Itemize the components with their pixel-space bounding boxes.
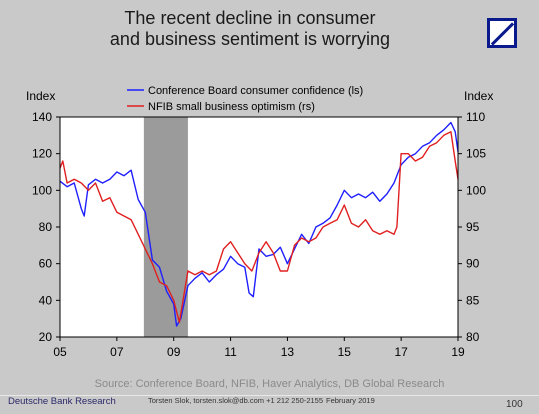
x-tick-label: 19 xyxy=(451,345,465,359)
chart-title: The recent decline in consumer and busin… xyxy=(40,8,460,50)
x-tick-label: 11 xyxy=(224,345,237,359)
deutsche-bank-logo xyxy=(487,18,517,48)
right-tick-label: 80 xyxy=(466,330,480,344)
series-line-small-business-optimism xyxy=(59,130,459,323)
right-tick-label: 100 xyxy=(466,183,486,197)
right-tick-label: 85 xyxy=(466,293,480,307)
right-tick-label: 95 xyxy=(466,220,480,234)
x-axis-ticks: 05 07 09 11 13 15 17 19 xyxy=(53,337,465,359)
footer-contact: Torsten Slok, torsten.slok@db.com +1 212… xyxy=(148,396,324,405)
right-axis-label: Index xyxy=(464,89,493,103)
left-tick-label: 40 xyxy=(39,293,53,307)
left-axis-ticks: 20 40 60 80 100 120 140 xyxy=(32,110,60,344)
x-tick-label: 09 xyxy=(167,345,181,359)
recession-shading xyxy=(143,117,188,337)
left-tick-label: 20 xyxy=(39,330,53,344)
series-line-consumer-confidence xyxy=(59,121,459,327)
legend: Conference Board consumer confidence (ls… xyxy=(127,85,363,113)
plot-area xyxy=(60,117,458,337)
right-tick-label: 110 xyxy=(466,110,485,124)
left-tick-label: 100 xyxy=(32,183,52,197)
series-lines xyxy=(59,121,459,327)
left-tick-label: 120 xyxy=(32,147,52,161)
left-tick-label: 60 xyxy=(39,257,53,271)
title-line-2: and business sentiment is worrying xyxy=(109,29,391,49)
legend-label-consumer-confidence: Conference Board consumer confidence (ls… xyxy=(148,85,363,97)
x-tick-label: 13 xyxy=(281,345,295,359)
page-number: 100 xyxy=(506,399,523,410)
left-tick-label: 140 xyxy=(32,110,52,124)
legend-label-small-business-optimism: NFIB small business optimism (rs) xyxy=(148,101,315,113)
footer-organization: Deutsche Bank Research xyxy=(8,396,116,407)
title-line-1: The recent decline in consumer xyxy=(124,8,376,28)
footer-date: February 2019 xyxy=(326,396,375,405)
x-tick-label: 17 xyxy=(394,345,408,359)
right-tick-label: 90 xyxy=(466,257,480,271)
left-axis-label: Index xyxy=(26,89,55,103)
right-axis-ticks: 80 85 90 95 100 105 110 xyxy=(458,110,486,344)
x-tick-label: 15 xyxy=(338,345,352,359)
x-tick-label: 05 xyxy=(53,345,67,359)
x-tick-label: 07 xyxy=(110,345,124,359)
left-tick-label: 80 xyxy=(39,220,53,234)
source-note: Source: Conference Board, NFIB, Haver An… xyxy=(94,378,445,390)
footer-divider xyxy=(0,395,539,396)
right-tick-label: 105 xyxy=(466,147,486,161)
